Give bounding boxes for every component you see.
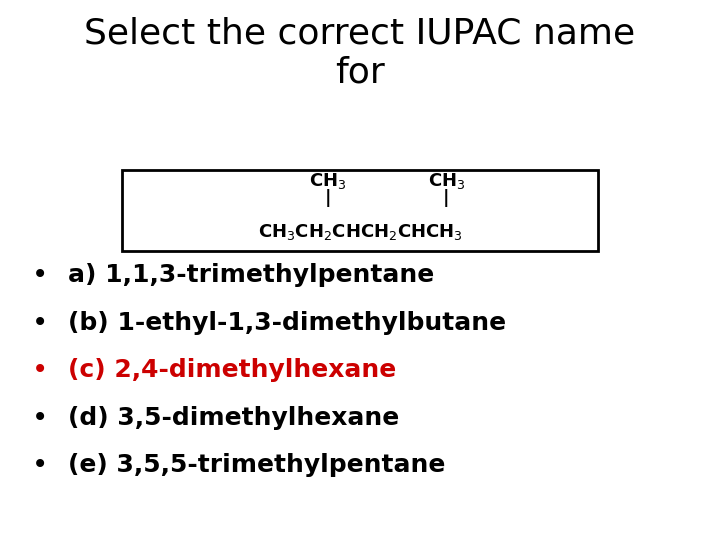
Bar bbox=[122, 170, 598, 251]
Text: Select the correct IUPAC name
for: Select the correct IUPAC name for bbox=[84, 16, 636, 90]
Text: a) 1,1,3-trimethylpentane: a) 1,1,3-trimethylpentane bbox=[68, 264, 435, 287]
Text: •: • bbox=[32, 261, 48, 289]
Text: •: • bbox=[32, 404, 48, 432]
Text: |: | bbox=[443, 189, 450, 207]
Text: CH$_3$: CH$_3$ bbox=[309, 171, 346, 191]
Text: •: • bbox=[32, 309, 48, 337]
Text: (c) 2,4-dimethylhexane: (c) 2,4-dimethylhexane bbox=[68, 359, 397, 382]
Text: CH$_3$: CH$_3$ bbox=[428, 171, 465, 191]
Text: |: | bbox=[324, 189, 331, 207]
Text: (e) 3,5,5-trimethylpentane: (e) 3,5,5-trimethylpentane bbox=[68, 454, 446, 477]
Text: •: • bbox=[32, 451, 48, 480]
Text: CH$_3$CH$_2$CHCH$_2$CHCH$_3$: CH$_3$CH$_2$CHCH$_2$CHCH$_3$ bbox=[258, 222, 462, 242]
Text: (b) 1-ethyl-1,3-dimethylbutane: (b) 1-ethyl-1,3-dimethylbutane bbox=[68, 311, 507, 335]
Text: (d) 3,5-dimethylhexane: (d) 3,5-dimethylhexane bbox=[68, 406, 400, 430]
Text: •: • bbox=[32, 356, 48, 384]
